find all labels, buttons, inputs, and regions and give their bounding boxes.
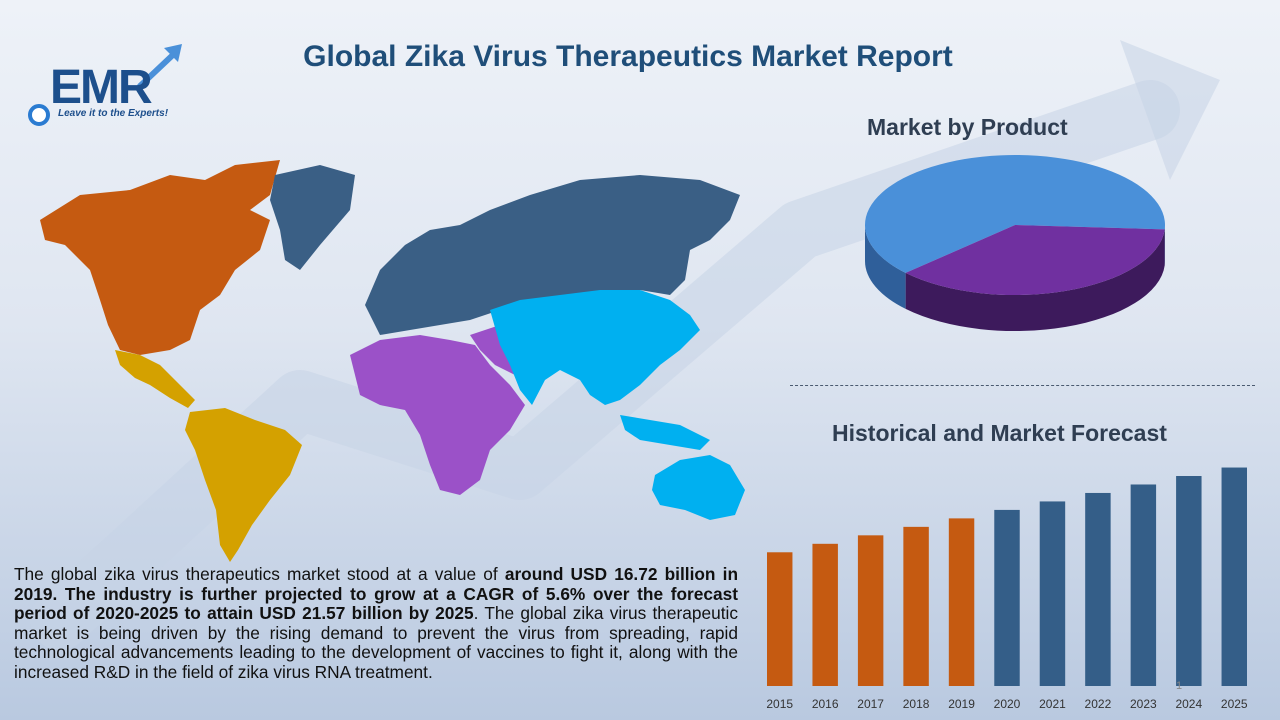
bar-2016	[812, 543, 838, 686]
description-highlight: around USD 16.72 billion in 2019. The in…	[14, 564, 738, 623]
description-text-2: . The global zika virus therapeutic mark…	[14, 603, 738, 682]
x-tick-label: 2017	[857, 697, 884, 711]
slide-number: 1	[1176, 680, 1183, 692]
region-north-america	[40, 160, 280, 355]
bar-2020	[994, 509, 1020, 686]
product-pie-chart	[865, 155, 1165, 331]
pie-slice-2	[905, 225, 1165, 295]
x-tick-label: 2016	[812, 697, 839, 711]
x-tick-label: 2023	[1130, 697, 1157, 711]
x-tick-label: 2025	[1221, 697, 1248, 711]
bar-2019	[948, 518, 975, 686]
x-tick-label: 2020	[994, 697, 1021, 711]
x-tick-label: 2022	[1085, 697, 1112, 711]
x-tick-label: 2024	[1175, 697, 1202, 711]
bar-2017	[857, 535, 884, 686]
bar-2022	[1085, 492, 1111, 686]
pie-title: Market by Product	[867, 114, 1068, 140]
region-australia	[652, 455, 745, 520]
pie-slice-side-2	[905, 229, 1165, 331]
bar-2023	[1130, 484, 1157, 686]
region-south-america	[185, 408, 302, 562]
bar-2021	[1039, 501, 1066, 686]
region-africa	[350, 335, 525, 495]
x-tick-label: 2021	[1039, 697, 1066, 711]
region-asia	[490, 290, 700, 405]
bar-2018	[903, 526, 929, 686]
region-central-america	[115, 350, 195, 408]
pie-slice-side-1	[865, 225, 906, 309]
x-tick-label: 2019	[948, 697, 975, 711]
bar-2025	[1221, 467, 1247, 686]
region-greenland	[270, 165, 355, 270]
section-divider	[790, 385, 1255, 386]
world-map	[40, 160, 745, 562]
x-tick-label: 2015	[766, 697, 793, 711]
emr-logo: EMR Leave it to the Experts!	[28, 42, 188, 132]
x-tick-label: 2018	[903, 697, 930, 711]
market-description: The global zika virus therapeutics marke…	[14, 564, 738, 682]
region-southeast-asia	[620, 415, 710, 450]
forecast-bar-chart: 2015 2016 2017 2018 2019 2020 2021 2022 2023 2024…	[766, 467, 1248, 711]
logo-ring-icon	[28, 104, 50, 126]
logo-text: EMR	[50, 61, 153, 114]
logo-arrow-icon	[137, 44, 182, 89]
description-text-1: The global zika virus therapeutics marke…	[14, 564, 505, 584]
logo-tagline: Leave it to the Experts!	[58, 108, 169, 119]
bar-2024	[1176, 476, 1202, 686]
bar-chart-title: Historical and Market Forecast	[832, 420, 1167, 446]
region-europe-russia	[365, 175, 740, 335]
pie-slice-1	[865, 155, 1165, 273]
page-title: Global Zika Virus Therapeutics Market Re…	[303, 40, 953, 73]
bar-2015	[767, 552, 793, 686]
